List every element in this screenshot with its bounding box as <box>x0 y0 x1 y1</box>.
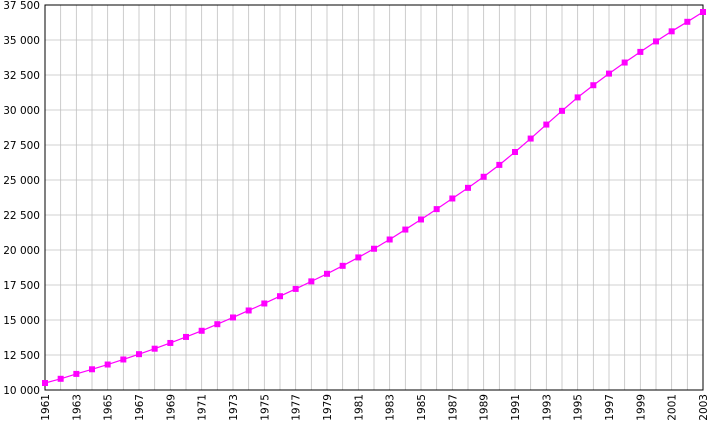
grid-lines <box>44 4 704 391</box>
data-point <box>104 361 111 368</box>
y-tick-label: 17 500 <box>3 280 40 292</box>
y-axis-tick-labels: 10 000 12 500 15 000 17 500 20 000 22 500 25 0… <box>3 0 40 397</box>
data-point <box>42 380 48 386</box>
data-point <box>433 206 440 213</box>
y-tick-label: 27 500 <box>3 140 40 152</box>
data-point <box>261 300 268 307</box>
data-point <box>496 161 503 168</box>
series-group <box>42 9 706 386</box>
x-tick-label: 2001 <box>667 394 679 421</box>
data-point <box>574 94 581 101</box>
data-point <box>402 226 409 233</box>
data-point <box>559 107 565 114</box>
data-point <box>700 9 706 15</box>
y-tick-label: 32 500 <box>3 70 40 82</box>
data-point <box>214 321 221 328</box>
data-point <box>684 18 691 25</box>
y-tick-label: 25 000 <box>3 175 40 187</box>
data-point <box>277 293 283 300</box>
data-point <box>653 38 659 45</box>
data-point <box>371 245 377 252</box>
data-point <box>339 262 346 269</box>
data-point <box>230 314 236 321</box>
data-point <box>73 370 80 377</box>
data-point <box>89 366 95 373</box>
x-tick-label: 1989 <box>479 394 491 421</box>
x-tick-label: 1963 <box>71 394 83 421</box>
data-point <box>120 356 127 363</box>
plot-frame <box>44 4 704 391</box>
x-tick-label: 1987 <box>447 394 459 421</box>
data-point <box>621 59 628 66</box>
data-point <box>527 135 534 142</box>
y-tick-label: 20 000 <box>3 245 40 257</box>
x-tick-label: 1965 <box>103 394 115 421</box>
y-tick-label: 15 000 <box>3 315 40 327</box>
x-tick-label: 1997 <box>604 394 616 421</box>
data-point <box>136 351 142 358</box>
data-point <box>324 270 330 277</box>
data-point <box>543 121 550 128</box>
data-point <box>167 339 174 346</box>
data-point <box>590 82 597 89</box>
data-point <box>292 285 299 292</box>
y-tick-label: 22 500 <box>3 210 40 222</box>
x-tick-label: 1981 <box>353 394 365 421</box>
x-tick-label: 1967 <box>134 394 146 421</box>
x-tick-label: 1973 <box>228 394 240 421</box>
x-tick-label: 1999 <box>635 394 647 421</box>
x-tick-label: 1995 <box>573 394 585 421</box>
data-point <box>418 216 424 223</box>
data-point <box>183 333 189 340</box>
x-tick-label: 1977 <box>291 394 303 421</box>
data-point <box>480 173 487 180</box>
x-tick-label: 1985 <box>416 394 428 421</box>
data-point <box>668 28 675 35</box>
x-tick-label: 1969 <box>165 394 177 421</box>
data-point <box>57 375 64 382</box>
x-tick-label: 1975 <box>259 394 271 421</box>
y-tick-label: 37 500 <box>3 0 40 12</box>
data-point <box>151 345 158 352</box>
data-point <box>245 307 252 314</box>
data-point <box>355 254 362 261</box>
x-tick-label: 1983 <box>385 394 397 421</box>
data-point <box>198 327 205 334</box>
x-axis-tick-labels: 1961 1963 1965 1967 1969 1971 1973 1975 1977 1979… <box>40 394 710 421</box>
y-tick-label: 12 500 <box>3 350 40 362</box>
x-tick-label: 1979 <box>322 394 334 421</box>
data-point <box>308 278 315 285</box>
x-tick-label: 1971 <box>197 394 209 421</box>
x-tick-label: 1991 <box>510 394 522 421</box>
data-point <box>449 195 456 202</box>
y-tick-label: 30 000 <box>3 105 40 117</box>
y-tick-label: 10 000 <box>3 385 40 397</box>
axes <box>44 4 704 391</box>
data-point <box>465 184 471 191</box>
data-point <box>512 149 518 155</box>
y-tick-label: 35 000 <box>3 35 40 47</box>
data-point <box>386 236 393 243</box>
data-point <box>637 48 644 55</box>
x-tick-label: 1961 <box>40 394 52 421</box>
x-tick-label: 2003 <box>698 394 710 421</box>
x-tick-label: 1993 <box>541 394 553 421</box>
data-point <box>606 70 612 77</box>
